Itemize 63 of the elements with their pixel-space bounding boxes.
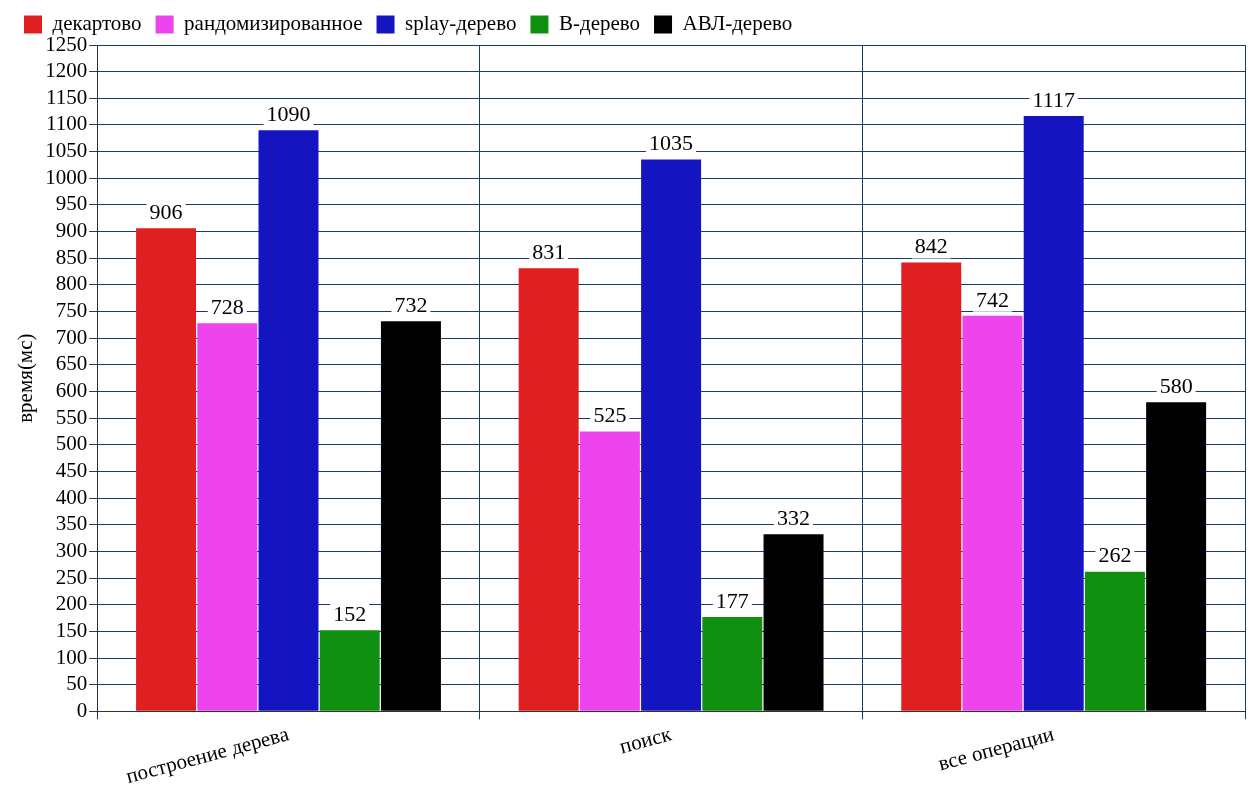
data-label: 332 <box>777 505 811 531</box>
y-tick-label: 950 <box>55 191 88 216</box>
data-label: 732 <box>394 291 428 317</box>
legend-label: декартово <box>52 11 142 36</box>
x-tick-label: поиск <box>616 721 675 759</box>
y-tick-label: 1100 <box>45 111 88 136</box>
y-tick-label: 0 <box>76 697 88 722</box>
y-tick-label: 350 <box>55 511 88 536</box>
y-tick-label: 900 <box>55 218 88 243</box>
data-label: 177 <box>715 587 749 613</box>
y-tick-label: 50 <box>66 671 88 696</box>
bar <box>763 534 824 711</box>
data-label: 906 <box>149 199 183 225</box>
x-tick-label: все операции <box>935 721 1057 776</box>
bar <box>136 228 197 711</box>
legend-label: splay-дерево <box>405 11 517 36</box>
data-label: 831 <box>532 239 566 265</box>
y-axis-title: время(мс) <box>13 333 38 423</box>
data-label: 152 <box>333 601 367 627</box>
bar <box>579 431 640 711</box>
y-tick-label: 550 <box>55 404 88 429</box>
data-label: 842 <box>914 233 948 259</box>
y-tick-label: 150 <box>55 617 88 642</box>
bar <box>197 323 258 711</box>
bar <box>380 321 441 711</box>
bar <box>1084 571 1145 711</box>
y-tick-label: 200 <box>55 591 88 616</box>
y-tick-label: 1000 <box>45 164 88 189</box>
bar <box>1023 115 1084 711</box>
bar <box>641 159 702 711</box>
y-tick-label: 100 <box>55 644 88 669</box>
y-tick-label: 1150 <box>45 84 88 109</box>
data-label: 1035 <box>649 130 694 156</box>
data-label: 1117 <box>1032 86 1075 112</box>
y-tick-label: 700 <box>55 324 88 349</box>
y-tick-label: 600 <box>55 378 88 402</box>
y-tick-label: 750 <box>55 298 88 323</box>
y-tick-label: 300 <box>55 537 88 562</box>
bar <box>962 315 1023 711</box>
y-tick-label: 1200 <box>45 58 88 83</box>
legend-label: АВЛ-дерево <box>682 11 793 36</box>
bar <box>258 130 319 711</box>
y-tick-label: 800 <box>55 271 88 296</box>
legend-label: B-дерево <box>558 11 641 36</box>
legend-label: рандомизированное <box>184 11 363 36</box>
data-label: 1090 <box>266 101 311 127</box>
data-label: 728 <box>210 294 244 320</box>
y-tick-label: 850 <box>55 244 88 269</box>
y-tick-label: 250 <box>55 564 88 589</box>
data-label: 262 <box>1098 542 1132 568</box>
y-tick-label: 1050 <box>45 138 88 163</box>
data-label: 580 <box>1159 372 1193 398</box>
y-tick-label: 500 <box>55 431 88 456</box>
y-tick-label: 650 <box>55 351 88 376</box>
data-label: 525 <box>593 402 627 428</box>
y-tick-label: 450 <box>55 457 88 482</box>
bar <box>702 616 763 711</box>
bar <box>901 262 962 711</box>
y-tick-label: 400 <box>55 484 88 509</box>
bar <box>518 268 579 711</box>
bar <box>1146 402 1207 711</box>
bar <box>319 630 380 711</box>
data-label: 742 <box>975 286 1009 312</box>
